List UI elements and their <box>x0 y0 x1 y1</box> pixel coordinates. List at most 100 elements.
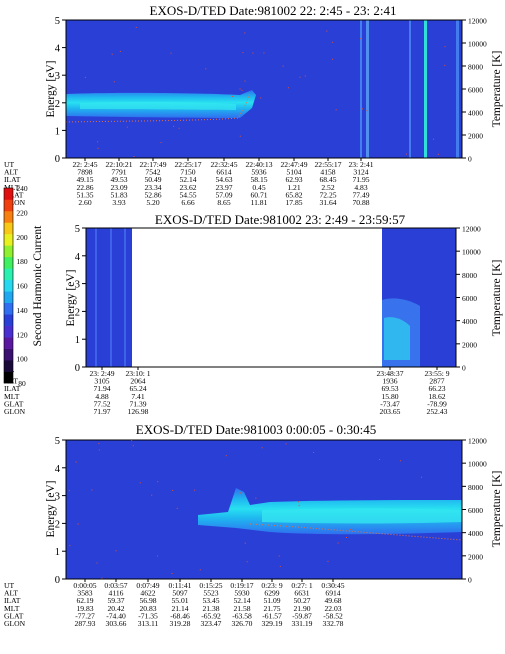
panel-1-right-tick-label: 6000 <box>468 86 483 95</box>
orbit-value: 0:23: 9 <box>261 581 283 590</box>
panel-2-right-tick-label: 4000 <box>462 317 477 326</box>
orbit-value: 126.98 <box>128 407 149 416</box>
panel-3-left-tick-label: 4 <box>55 464 61 475</box>
panel-3-right-tick-label: 4000 <box>468 529 483 538</box>
orbit-value: 71.95 <box>352 175 369 184</box>
orbit-value: 5104 <box>286 168 301 177</box>
orbit-row-label: ILAT <box>4 175 21 184</box>
orbit-value: 77.49 <box>352 190 369 199</box>
panel-3-right-tick-label: 6000 <box>468 506 483 515</box>
orbit-value: 23:48:37 <box>376 369 403 378</box>
noise-dot <box>346 536 348 538</box>
orbit-value: 331.19 <box>292 619 313 628</box>
orbit-value: 329.19 <box>262 619 283 628</box>
noise-dot <box>98 449 100 451</box>
orbit-value: 5.20 <box>146 198 159 207</box>
noise-dot <box>68 490 70 492</box>
orbit-value: 6914 <box>325 589 340 598</box>
panel-1-left-ticks: 0 1 2 3 4 5 <box>55 16 66 165</box>
colorbar-swatch <box>4 371 13 384</box>
orbit-value: 4116 <box>109 589 124 598</box>
orbit-value: 56.98 <box>139 596 156 605</box>
noise-dot <box>199 569 201 571</box>
orbit-value: 23: 2:41 <box>348 160 373 169</box>
orbit-value: 20.83 <box>139 604 156 613</box>
noise-dot <box>287 87 289 89</box>
panel-1-left-tick-label: 3 <box>55 71 60 82</box>
orbit-row-label: ILAT <box>4 596 21 605</box>
colorbar-swatch <box>4 245 13 258</box>
colorbar-swatches <box>4 188 13 384</box>
panel-2-right-tick-label: 6000 <box>462 294 477 303</box>
noise-dot <box>160 142 162 144</box>
orbit-value: 53.45 <box>202 596 219 605</box>
orbit-value: 49.53 <box>110 175 127 184</box>
colorbar-label: Second Harmonic Current <box>32 225 44 347</box>
orbit-value: 50.49 <box>144 175 161 184</box>
orbit-value: 22:40:13 <box>245 160 272 169</box>
orbit-value: 72.25 <box>319 190 336 199</box>
panel-2-right-tick-label: 0 <box>462 364 466 373</box>
panel-3-ylabel-right: Temperature [K] <box>491 471 503 548</box>
orbit-row-label: GLAT <box>4 611 24 620</box>
noise-dot <box>298 505 300 507</box>
panel-1-spike <box>366 20 369 158</box>
panel-3-right-tick-label: 0 <box>468 576 472 585</box>
orbit-value: 15.80 <box>381 392 398 401</box>
orbit-value: 1.21 <box>287 183 300 192</box>
orbit-value: 5936 <box>251 168 266 177</box>
orbit-value: 0:00:05 <box>73 581 96 590</box>
noise-dot <box>75 461 77 463</box>
panel-2: EXOS-D/TED Date:981002 23: 2:49 - 23:59:… <box>4 212 503 416</box>
noise-dot <box>97 147 99 149</box>
panel-1-left-tick-label: 0 <box>55 154 60 165</box>
panel-2-ylabel-left: Energy [eV] <box>65 270 77 327</box>
orbit-value: -65.92 <box>201 611 221 620</box>
orbit-value: 4.83 <box>354 183 367 192</box>
panel-1-spike <box>424 20 427 158</box>
noise-dot <box>84 76 86 78</box>
noise-dot <box>225 455 227 457</box>
orbit-value: 23.09 <box>110 183 127 192</box>
orbit-value: 65.82 <box>285 190 302 199</box>
colorbar-swatch <box>4 199 13 212</box>
orbit-row-label: UT <box>4 160 14 169</box>
orbit-value: 60.71 <box>250 190 267 199</box>
orbit-value: 23.62 <box>179 183 196 192</box>
noise-dot <box>111 53 113 55</box>
noise-dot <box>171 572 173 574</box>
orbit-value: -61.57 <box>262 611 282 620</box>
panel-3-left-tick-label: 0 <box>55 575 60 586</box>
noise-dot <box>420 476 422 478</box>
orbit-value: 0:07:49 <box>136 581 159 590</box>
orbit-value: 5097 <box>172 589 187 598</box>
noise-dot <box>101 577 103 579</box>
noise-dot <box>91 489 93 491</box>
orbit-value: 21.14 <box>171 604 188 613</box>
colorbar-ticks: 80 100 120 140 160 180 200 220 240 <box>16 184 28 388</box>
orbit-value: 3583 <box>77 589 92 598</box>
panel-3-band-core <box>262 508 462 524</box>
orbit-value: 54.55 <box>179 190 196 199</box>
orbit-value: 50.27 <box>293 596 310 605</box>
orbit-value: -59.87 <box>292 611 312 620</box>
orbit-value: 77.52 <box>93 399 110 408</box>
panel-3-right-tick-label: 8000 <box>468 483 483 492</box>
orbit-value: -68.46 <box>170 611 190 620</box>
colorbar-swatch <box>4 337 13 349</box>
noise-dot <box>335 109 337 111</box>
orbit-value: 52.14 <box>179 175 196 184</box>
orbit-value: 59.37 <box>107 596 124 605</box>
orbit-value: 51.83 <box>110 190 127 199</box>
panel-1-right-tick-label: 0 <box>468 155 472 164</box>
noise-dot <box>366 110 368 112</box>
orbit-value: 21.75 <box>263 604 280 613</box>
orbit-value: 7791 <box>111 168 126 177</box>
orbit-value: 22:55:17 <box>314 160 341 169</box>
colorbar-swatch <box>4 291 13 304</box>
orbit-value: 70.88 <box>352 198 369 207</box>
panel-1-spike <box>456 20 459 158</box>
noise-dot <box>399 460 401 462</box>
orbit-value: 323.47 <box>201 619 222 628</box>
panel-1-right-tick-label: 10000 <box>468 40 487 49</box>
